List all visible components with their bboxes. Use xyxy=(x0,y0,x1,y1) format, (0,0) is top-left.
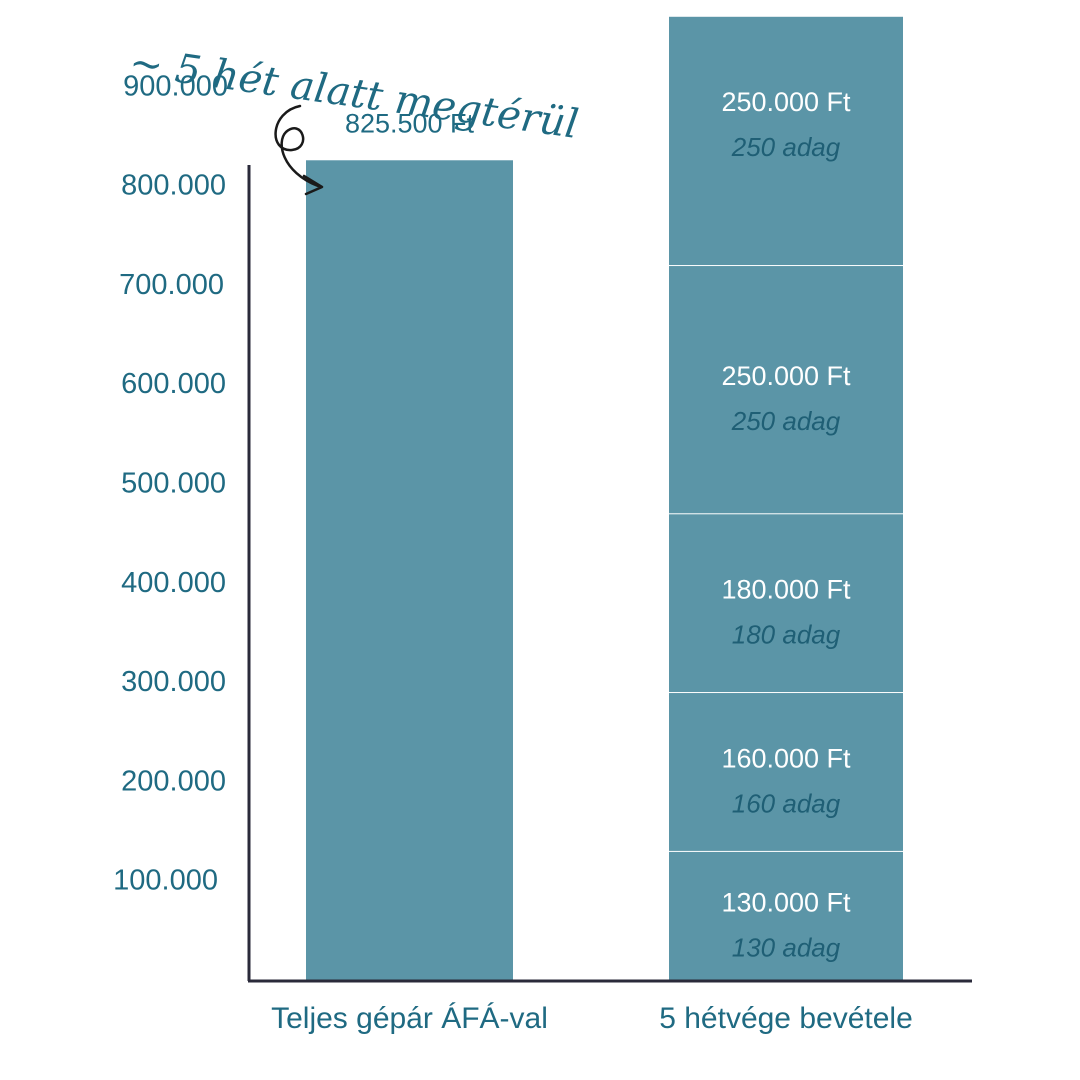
segment-portion-label: 250 adag xyxy=(731,406,841,436)
y-tick-label: 100.000 xyxy=(113,865,218,897)
segment-divider xyxy=(669,691,903,694)
bar-segment xyxy=(669,692,903,851)
segment-portion-label: 180 adag xyxy=(732,620,841,650)
y-tick-label: 800.000 xyxy=(121,170,226,202)
segment-portion-label: 160 adag xyxy=(732,788,841,818)
segment-value-label: 250.000 Ft xyxy=(721,87,851,117)
bar-segment xyxy=(669,513,903,693)
y-tick-label: 200.000 xyxy=(121,765,226,797)
segment-value-label: 250.000 Ft xyxy=(721,361,851,391)
segment-value-label: 130.000 Ft xyxy=(721,887,851,917)
y-tick-label: 900.000 xyxy=(123,70,228,102)
bar-segment xyxy=(669,265,903,514)
bar-segment xyxy=(306,160,513,980)
y-tick-label: 500.000 xyxy=(121,468,226,500)
bar-segment xyxy=(669,850,903,980)
y-tick-label: 600.000 xyxy=(121,368,226,400)
bar-segment xyxy=(669,16,903,266)
x-category-label: 5 hétvége bevétele xyxy=(659,1002,913,1035)
segment-value-label: 180.000 Ft xyxy=(721,575,851,605)
x-category-label: Teljes gépár ÁFÁ-val xyxy=(271,1002,548,1035)
y-tick-label: 700.000 xyxy=(119,269,224,301)
segment-portion-label: 250 adag xyxy=(731,132,841,162)
curly-arrow-icon xyxy=(274,104,324,196)
y-tick-label: 400.000 xyxy=(121,567,226,599)
segment-portion-label: 130 adag xyxy=(732,932,841,962)
segment-value-label: 160.000 Ft xyxy=(721,743,851,773)
bar-total-label: 825.500 Ft xyxy=(345,108,475,138)
y-tick-label: 300.000 xyxy=(121,666,226,698)
